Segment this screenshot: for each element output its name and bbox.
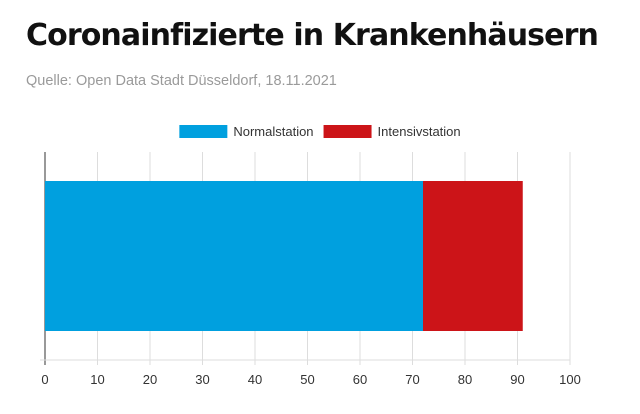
chart-source: Quelle: Open Data Stadt Düsseldorf, 18.1… <box>26 73 337 89</box>
bar-intensivstation <box>423 181 523 331</box>
x-tick-label: 20 <box>143 372 157 387</box>
x-tick-label: 80 <box>458 372 472 387</box>
legend-label-intensivstation: Intensivstation <box>378 124 461 139</box>
x-tick-label: 60 <box>353 372 367 387</box>
x-tick-label: 50 <box>300 372 314 387</box>
x-tick-label: 10 <box>90 372 104 387</box>
x-tick-label: 100 <box>559 372 581 387</box>
x-tick-label: 0 <box>41 372 48 387</box>
x-tick-label: 30 <box>195 372 209 387</box>
legend-swatch-normalstation <box>179 125 228 138</box>
legend-swatch-intensivstation <box>323 125 372 138</box>
x-tick-label: 70 <box>405 372 419 387</box>
x-tick-label: 90 <box>510 372 524 387</box>
legend-label-normalstation: Normalstation <box>233 124 313 139</box>
bar-normalstation <box>45 181 423 331</box>
x-tick-label: 40 <box>248 372 262 387</box>
chart-title: Coronainfizierte in Krankenhäusern <box>26 18 599 53</box>
